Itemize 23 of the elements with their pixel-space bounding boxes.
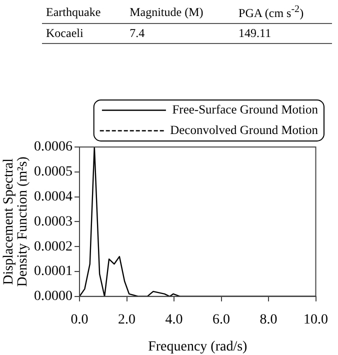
y-tick-label: 0.0003 xyxy=(34,214,72,230)
text: Free-Surface Ground Motion xyxy=(172,102,319,117)
x-tick-label: 8.0 xyxy=(260,312,278,328)
y-axis-title: Displacement Spectral Density Function (m²s) xyxy=(2,156,31,287)
text: Magnitude (M) xyxy=(126,2,235,24)
text: Kocaeli xyxy=(42,24,126,44)
y-tick-label: 0.0000 xyxy=(34,289,72,304)
y-tick-label: 0.0002 xyxy=(34,239,72,254)
legend-label: Deconvolved Ground Motion xyxy=(170,123,319,138)
y-tick-label: 0.0001 xyxy=(34,264,72,280)
x-tick-label: 4.0 xyxy=(165,312,183,328)
text: Earthquake xyxy=(42,2,126,24)
text: 149.11 xyxy=(234,24,332,44)
x-tick-label: 2.0 xyxy=(118,312,136,328)
x-tick-label: 6.0 xyxy=(212,312,230,328)
y-tick-label: 0.0006 xyxy=(34,140,72,155)
y-tick-label: 0.0004 xyxy=(34,189,72,204)
x-axis-title: Frequency (rad/s) xyxy=(148,339,248,354)
text: 7.4 xyxy=(126,24,235,44)
y-tick-label: 0.0005 xyxy=(34,164,72,180)
x-tick-label: 0.0 xyxy=(70,312,88,328)
text: PGA (cm s$^{-2}$) xyxy=(234,2,332,24)
x-tick-label: 10.0 xyxy=(304,312,328,328)
